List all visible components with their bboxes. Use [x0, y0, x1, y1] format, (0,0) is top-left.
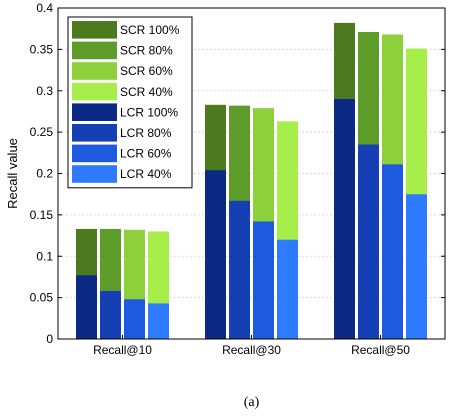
legend-swatch: [72, 82, 117, 101]
y-axis-ticks: 0 0.05 0.1 0.15 0.2 0.25 0.3 0.35 0.4: [30, 1, 445, 346]
bar-lcr-60--2: [382, 164, 403, 339]
x-tick-label: Recall@50: [351, 343, 410, 357]
legend-swatch: [72, 103, 117, 121]
figure-caption: (a): [244, 395, 260, 410]
bar-lcr-100--1: [205, 170, 226, 339]
y-tick-label: 0.2: [36, 167, 53, 181]
legend-label: LCR 40%: [120, 167, 172, 181]
y-tick-label: 0.05: [30, 291, 54, 305]
y-axis-title: Recall value: [5, 138, 20, 209]
legend-swatch: [72, 62, 117, 80]
bar-lcr-100--0: [76, 275, 97, 339]
legend-label: LCR 100%: [120, 105, 178, 119]
legend-label: SCR 60%: [120, 64, 173, 78]
legend-swatch: [72, 41, 117, 60]
y-tick-label: 0.1: [36, 249, 53, 263]
y-tick-label: 0: [46, 332, 53, 346]
legend-swatch: [72, 144, 117, 163]
bar-lcr-100--2: [334, 99, 355, 340]
bar-lcr-60--1: [253, 221, 274, 339]
legend-swatch: [72, 21, 117, 39]
bars: [76, 22, 427, 340]
x-tick-label: Recall@30: [222, 343, 281, 357]
legend-label: LCR 60%: [120, 147, 172, 161]
y-tick-label: 0.3: [36, 84, 53, 98]
legend-swatch: [72, 124, 117, 142]
bar-lcr-40--0: [148, 303, 169, 339]
bar-lcr-40--1: [277, 239, 298, 339]
legend-swatch: [72, 165, 117, 183]
legend-label: SCR 100%: [120, 23, 180, 37]
bar-lcr-80--1: [229, 200, 250, 339]
y-tick-label: 0.4: [36, 1, 53, 15]
legend-label: LCR 80%: [120, 126, 172, 140]
y-tick-label: 0.25: [30, 125, 54, 139]
bar-lcr-80--2: [358, 144, 379, 339]
x-axis-ticks: Recall@10 Recall@30 Recall@50: [93, 335, 410, 357]
legend: SCR 100% SCR 80% SCR 60% SCR 40% LCR 100% LCR…: [67, 16, 193, 189]
bar-lcr-40--2: [406, 194, 427, 339]
y-tick-label: 0.35: [30, 42, 54, 56]
y-tick-label: 0.15: [30, 208, 54, 222]
bar-lcr-80--0: [100, 291, 121, 339]
legend-label: SCR 40%: [120, 85, 173, 99]
x-tick-label: Recall@10: [93, 343, 152, 357]
bar-lcr-60--0: [124, 299, 145, 339]
legend-label: SCR 80%: [120, 44, 173, 58]
